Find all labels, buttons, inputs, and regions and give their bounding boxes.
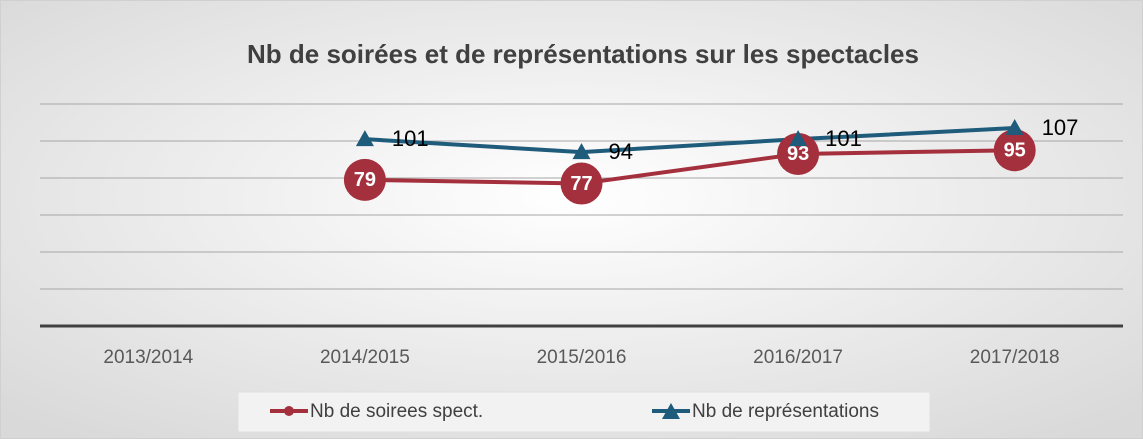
x-tick-label: 2016/2017 (753, 347, 843, 368)
data-label: 94 (609, 139, 633, 164)
data-point (1005, 119, 1024, 136)
x-tick-label: 2015/2016 (537, 347, 627, 368)
data-point (789, 130, 808, 147)
data-point (560, 162, 603, 205)
legend-marker (284, 406, 294, 416)
data-label: 95 (1004, 140, 1026, 162)
x-tick-label: 2014/2015 (320, 347, 410, 368)
data-label: 93 (787, 143, 809, 165)
chart-title: Nb de soirées et de représentations sur … (247, 39, 919, 69)
data-point (777, 132, 820, 175)
data-label: 107 (1042, 115, 1079, 140)
legend-marker (662, 403, 680, 419)
data-point (993, 129, 1036, 172)
data-point (355, 130, 374, 147)
series-line (364, 148, 1015, 186)
series-line (364, 126, 1015, 155)
data-label: 101 (392, 126, 429, 151)
legend-label: Nb de soirees spect. (310, 401, 483, 422)
data-point (343, 158, 386, 201)
data-point (572, 143, 591, 160)
x-tick-label: 2013/2014 (103, 347, 193, 368)
x-tick-label: 2017/2018 (970, 347, 1060, 368)
data-label: 77 (570, 173, 592, 195)
legend-label: Nb de représentations (692, 401, 879, 422)
legend-box (237, 391, 931, 433)
data-label: 101 (825, 126, 862, 151)
data-label: 79 (354, 169, 376, 191)
